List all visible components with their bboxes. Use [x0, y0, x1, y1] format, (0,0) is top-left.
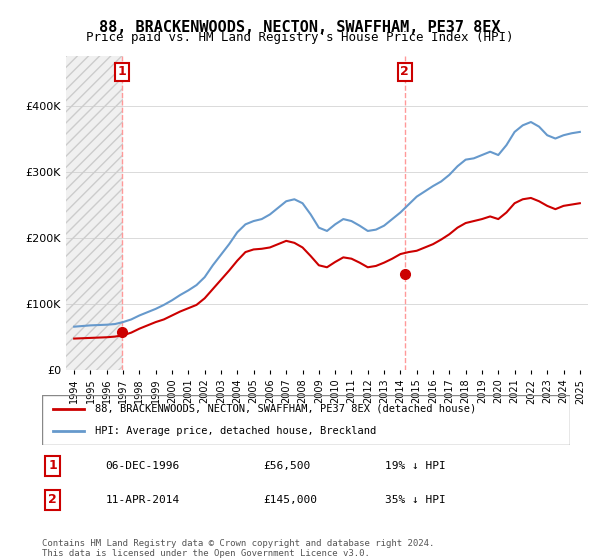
Text: 06-DEC-1996: 06-DEC-1996	[106, 461, 179, 471]
Text: 88, BRACKENWOODS, NECTON, SWAFFHAM, PE37 8EX: 88, BRACKENWOODS, NECTON, SWAFFHAM, PE37…	[99, 20, 501, 35]
Text: 1: 1	[48, 459, 57, 473]
Text: 35% ↓ HPI: 35% ↓ HPI	[385, 495, 446, 505]
Text: £145,000: £145,000	[264, 495, 318, 505]
Text: 11-APR-2014: 11-APR-2014	[106, 495, 179, 505]
Text: 2: 2	[400, 66, 409, 78]
Text: 19% ↓ HPI: 19% ↓ HPI	[385, 461, 446, 471]
Bar	[123, 56, 588, 370]
Text: Price paid vs. HM Land Registry's House Price Index (HPI): Price paid vs. HM Land Registry's House …	[86, 31, 514, 44]
Text: 88, BRACKENWOODS, NECTON, SWAFFHAM, PE37 8EX (detached house): 88, BRACKENWOODS, NECTON, SWAFFHAM, PE37…	[95, 404, 476, 414]
Bar	[66, 56, 123, 370]
Text: Contains HM Land Registry data © Crown copyright and database right 2024.
This d: Contains HM Land Registry data © Crown c…	[42, 539, 434, 558]
Text: 1: 1	[118, 66, 126, 78]
Text: 2: 2	[48, 493, 57, 506]
Text: HPI: Average price, detached house, Breckland: HPI: Average price, detached house, Brec…	[95, 426, 376, 436]
Bar	[66, 56, 123, 370]
Text: £56,500: £56,500	[264, 461, 311, 471]
